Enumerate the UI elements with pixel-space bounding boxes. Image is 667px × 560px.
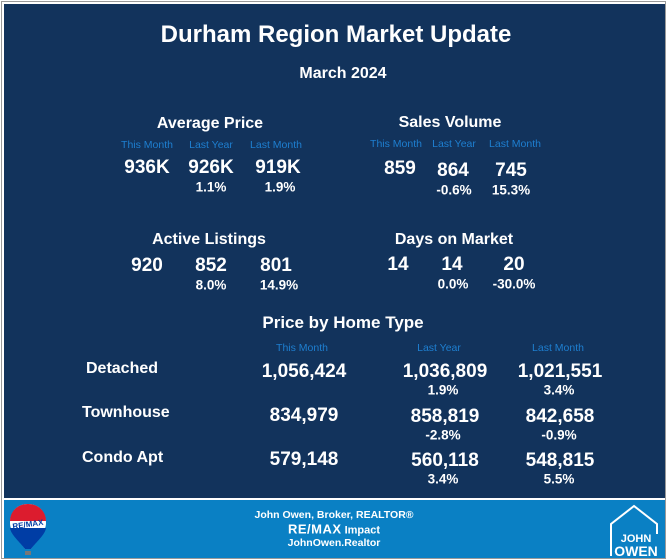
remax-balloon-logo: RE/MAX bbox=[10, 504, 46, 555]
home-type-label: Condo Apt bbox=[82, 449, 164, 466]
value: 926K bbox=[188, 157, 234, 178]
value: 842,658 bbox=[525, 406, 595, 427]
value: 919K bbox=[255, 157, 301, 178]
days-on-market-heading: Days on Market bbox=[394, 231, 514, 248]
value: 14 bbox=[441, 254, 463, 275]
change: 1.1% bbox=[195, 179, 227, 195]
value: 1,021,551 bbox=[517, 361, 603, 382]
brand: RE/MAX bbox=[287, 521, 342, 537]
change: -0.6% bbox=[436, 182, 472, 198]
footer: RE/MAX John Owen, Broker, REALTOR® RE/MA… bbox=[4, 500, 665, 558]
home-type-heading: Price by Home Type bbox=[262, 313, 424, 332]
page-title: Durham Region Market Update bbox=[160, 21, 512, 48]
value: 1,036,809 bbox=[402, 361, 488, 382]
col-label: This Month bbox=[121, 139, 173, 151]
col-label: This Month bbox=[276, 342, 328, 354]
sales-volume-heading: Sales Volume bbox=[398, 114, 502, 131]
col-label: Last Month bbox=[489, 138, 541, 150]
home-type-label: Detached bbox=[86, 360, 159, 377]
value: 745 bbox=[495, 160, 527, 181]
value: 548,815 bbox=[525, 450, 595, 471]
value: 834,979 bbox=[269, 405, 339, 426]
change: 1.9% bbox=[427, 382, 459, 398]
market-panel: Durham Region Market Update March 2024 A… bbox=[4, 4, 665, 498]
avg-price-heading: Average Price bbox=[156, 115, 264, 132]
change: -2.8% bbox=[425, 427, 461, 443]
value: 801 bbox=[260, 255, 292, 276]
svg-text:JOHN: JOHN bbox=[621, 533, 652, 545]
value: 936K bbox=[124, 157, 170, 178]
change: 5.5% bbox=[543, 471, 575, 487]
col-label: Last Year bbox=[417, 342, 461, 354]
value: 1,056,424 bbox=[261, 361, 347, 382]
col-label: Last Year bbox=[432, 138, 476, 150]
change: 3.4% bbox=[543, 382, 575, 398]
website-link[interactable]: JohnOwen.Realtor bbox=[287, 537, 381, 549]
col-label: This Month bbox=[370, 138, 422, 150]
value: 14 bbox=[387, 254, 409, 275]
value: 864 bbox=[437, 160, 469, 181]
value: 858,819 bbox=[410, 406, 480, 427]
value: 20 bbox=[503, 254, 525, 275]
value: 852 bbox=[195, 255, 227, 276]
brand-suffix: Impact bbox=[344, 524, 381, 537]
value: 579,148 bbox=[269, 449, 339, 470]
change: 1.9% bbox=[264, 179, 296, 195]
change: 14.9% bbox=[259, 277, 299, 293]
change: -0.9% bbox=[541, 427, 577, 443]
change: 8.0% bbox=[195, 277, 227, 293]
active-listings-heading: Active Listings bbox=[152, 231, 266, 248]
agent-name: John Owen, Broker, REALTOR® bbox=[254, 509, 414, 521]
col-label: Last Month bbox=[532, 342, 584, 354]
page-subtitle: March 2024 bbox=[299, 65, 387, 82]
change: 3.4% bbox=[427, 471, 459, 487]
svg-text:RE/MAX: RE/MAX bbox=[12, 518, 45, 531]
col-label: Last Year bbox=[189, 139, 233, 151]
change: 0.0% bbox=[437, 276, 469, 292]
change: -30.0% bbox=[492, 276, 536, 292]
svg-text:OWEN: OWEN bbox=[614, 543, 658, 558]
value: 560,118 bbox=[411, 450, 479, 471]
value: 859 bbox=[384, 158, 416, 179]
value: 920 bbox=[131, 255, 163, 276]
col-label: Last Month bbox=[250, 139, 302, 151]
brokerage: RE/MAX Impact bbox=[288, 522, 380, 537]
john-owen-logo: JOHN OWEN bbox=[610, 504, 658, 558]
home-type-label: Townhouse bbox=[82, 404, 170, 421]
change: 15.3% bbox=[491, 182, 531, 198]
